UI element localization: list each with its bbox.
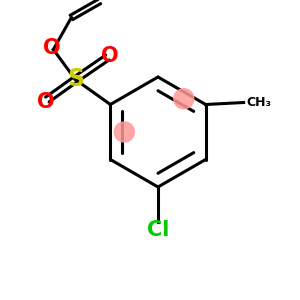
Text: CH₃: CH₃: [247, 96, 272, 109]
Text: O: O: [43, 38, 60, 58]
Text: O: O: [100, 46, 118, 65]
Circle shape: [114, 122, 134, 142]
Text: S: S: [67, 68, 84, 92]
Circle shape: [174, 89, 194, 109]
Text: Cl: Cl: [147, 220, 169, 240]
Text: O: O: [37, 92, 54, 112]
